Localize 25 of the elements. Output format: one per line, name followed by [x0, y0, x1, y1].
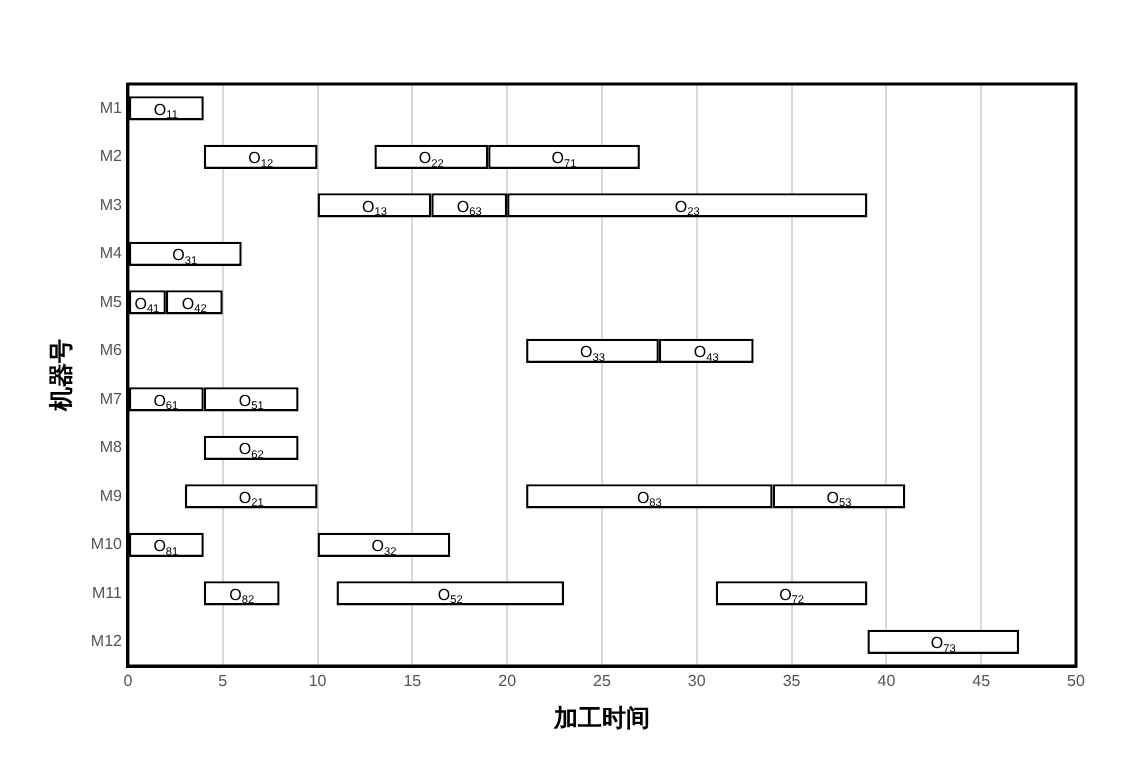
y-tick-label: M9 — [99, 486, 123, 505]
y-tick-label: M5 — [99, 292, 123, 311]
x-axis-title: 加工时间 — [551, 703, 650, 732]
x-tick-label: 50 — [1067, 672, 1086, 691]
y-tick-label: M2 — [99, 147, 123, 166]
x-tick-label: 40 — [877, 672, 897, 691]
y-tick-label: M10 — [90, 535, 124, 554]
x-tick-label: 35 — [782, 672, 802, 691]
y-tick-label: M3 — [99, 195, 123, 214]
x-tick-label: 20 — [498, 672, 518, 691]
x-tick-label: 0 — [123, 672, 134, 691]
x-tick-label: 30 — [687, 672, 707, 691]
y-tick-label: M6 — [99, 341, 123, 360]
y-tick-label: M7 — [99, 389, 123, 408]
x-tick-label: 10 — [308, 672, 328, 691]
x-tick-label: 5 — [218, 672, 229, 691]
y-axis-title: 机器号 — [46, 339, 75, 413]
y-tick-label: M12 — [90, 632, 124, 651]
y-tick-label: M1 — [99, 98, 123, 117]
x-tick-label: 15 — [403, 672, 423, 691]
y-tick-label: M4 — [99, 244, 123, 263]
y-tick-label: M8 — [99, 438, 123, 457]
x-tick-label: 25 — [593, 672, 612, 691]
x-tick-label: 45 — [972, 672, 992, 691]
y-tick-label: M11 — [91, 583, 124, 602]
